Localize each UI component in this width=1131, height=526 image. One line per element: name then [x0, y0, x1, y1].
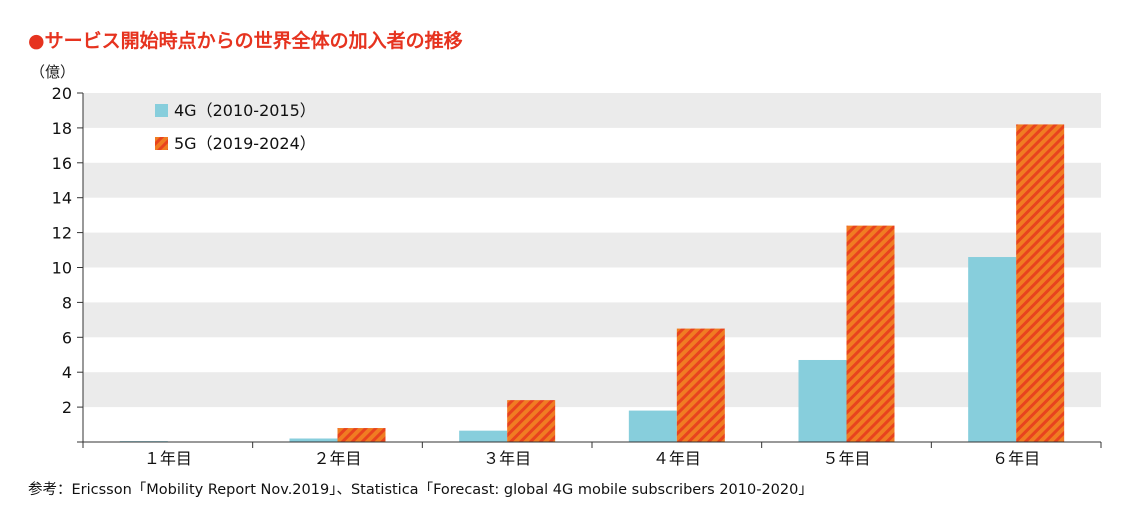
y-axis-unit: （億）	[30, 63, 75, 81]
grid-band	[83, 162, 1101, 198]
x-category-label: ４年目	[653, 449, 701, 468]
chart-title: ●サービス開始時点からの世界全体の加入者の推移	[28, 29, 463, 52]
y-tick-label: 20	[52, 84, 72, 103]
y-tick-label: 8	[62, 293, 72, 312]
bar-4g	[289, 438, 338, 442]
x-axis-categories: １年目 ２年目 ３年目 ４年目 ５年目 ６年目	[144, 449, 1040, 468]
bar-5g	[1016, 124, 1065, 442]
y-tick-label: 6	[62, 328, 72, 347]
legend: 4G（2010-2015） 5G（2019-2024）	[155, 101, 316, 153]
bar-4g	[459, 430, 508, 442]
grid-band	[83, 302, 1101, 338]
bar-5g	[507, 400, 556, 442]
legend-label-4g: 4G（2010-2015）	[174, 101, 316, 120]
legend-label-5g: 5G（2019-2024）	[174, 134, 316, 153]
y-tick-label: 18	[52, 119, 72, 138]
bar-5g	[676, 328, 725, 442]
x-category-label: ２年目	[313, 449, 361, 468]
y-tick-label: 2	[62, 398, 72, 417]
bars	[119, 124, 1065, 442]
grid-band	[83, 372, 1101, 408]
x-category-label: ３年目	[483, 449, 531, 468]
x-category-label: ５年目	[822, 449, 870, 468]
grid-band	[83, 93, 1101, 128]
bar-4g	[628, 410, 677, 442]
bar-5g	[846, 225, 895, 442]
y-axis-ticks: 2 4 6 8 10 12 14 16 18 20	[52, 84, 83, 417]
y-tick-label: 4	[62, 363, 72, 382]
bar-5g	[337, 428, 386, 442]
y-tick-label: 10	[52, 259, 72, 278]
y-tick-label: 12	[52, 224, 72, 243]
bar-4g	[968, 257, 1017, 442]
source-note: 参考：Ericsson「Mobility Report Nov.2019」、St…	[28, 481, 813, 498]
grid-band	[83, 232, 1101, 268]
y-tick-label: 16	[52, 154, 72, 173]
legend-swatch-5g	[155, 137, 168, 150]
legend-swatch-4g	[155, 104, 168, 117]
x-category-label: ６年目	[992, 449, 1040, 468]
grid-bands	[83, 93, 1101, 408]
bar-4g	[798, 359, 847, 442]
y-tick-label: 14	[52, 189, 72, 208]
x-category-label: １年目	[144, 449, 192, 468]
